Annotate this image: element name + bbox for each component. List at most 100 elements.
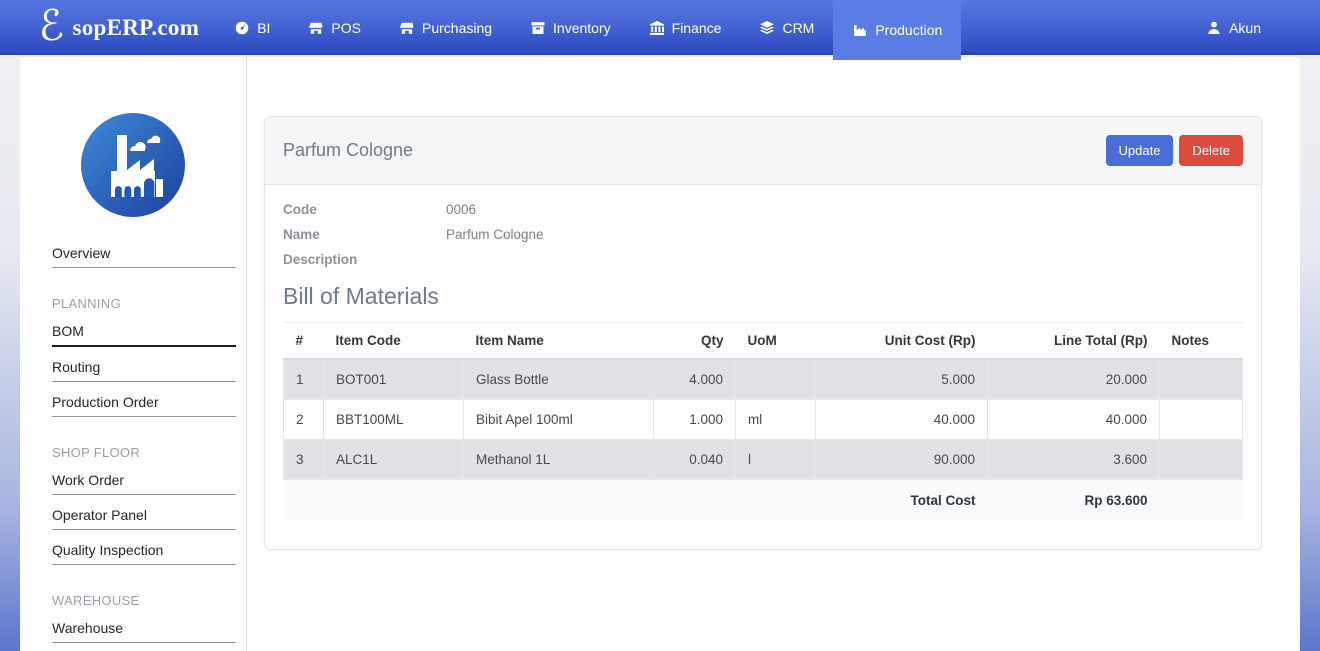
nav-item-label: POS	[331, 19, 361, 36]
col-uom: UoM	[735, 322, 816, 360]
cell-number: 2	[283, 399, 324, 440]
detail-row-description: Description	[283, 252, 1243, 267]
cell-item-code: BOT001	[323, 358, 464, 400]
sidebar-item-work-order[interactable]: Work Order	[52, 460, 236, 495]
main-nav: BI POS Purchasing Inventory	[215, 0, 962, 60]
detail-row-name: Name Parfum Cologne	[283, 227, 1243, 242]
cell-item-code: BBT100ML	[323, 399, 464, 440]
bank-icon	[649, 20, 664, 35]
cell-qty: 0.040	[653, 439, 736, 480]
update-button[interactable]: Update	[1105, 135, 1174, 166]
table-header-row: # Item Code Item Name Qty UoM Unit Cost …	[283, 322, 1243, 360]
cell-number: 1	[283, 358, 324, 400]
code-label: Code	[283, 202, 317, 217]
user-icon	[1208, 21, 1220, 34]
sidebar-item-routing[interactable]: Routing	[52, 347, 236, 382]
production-sidebar: Overview PLANNING BOM Routing Production…	[20, 57, 247, 651]
code-value: 0006	[446, 202, 477, 217]
bom-table: # Item Code Item Name Qty UoM Unit Cost …	[283, 322, 1243, 521]
total-cost-label: Total Cost	[815, 479, 988, 521]
sidebar-item-overview[interactable]: Overview	[52, 233, 236, 268]
cell-qty: 1.000	[653, 399, 736, 440]
factory-logo-icon	[81, 113, 185, 217]
nav-item-label: CRM	[782, 19, 815, 36]
cell-item-name: Bibit Apel 100ml	[463, 399, 654, 440]
nav-item-inventory[interactable]: Inventory	[511, 0, 630, 55]
cell-qty: 4.000	[653, 358, 736, 400]
cell-item-name: Glass Bottle	[463, 358, 654, 400]
col-item-code: Item Code	[323, 322, 464, 360]
page-container: Overview PLANNING BOM Routing Production…	[20, 57, 1300, 651]
sidebar-item-quality-inspection[interactable]: Quality Inspection	[52, 530, 236, 565]
table-row: 1 BOT001 Glass Bottle 4.000 5.000 20.000	[283, 358, 1243, 400]
account-menu[interactable]: Akun	[1187, 0, 1280, 55]
nav-item-purchasing[interactable]: Purchasing	[380, 0, 511, 55]
total-cost-value: Rp 63.600	[987, 479, 1160, 521]
main-content: Parfum Cologne Update Delete Code 0006 N…	[247, 57, 1300, 651]
sidebar-item-operator-panel[interactable]: Operator Panel	[52, 495, 236, 530]
cell-unit-cost: 40.000	[815, 399, 988, 440]
table-row: 2 BBT100ML Bibit Apel 100ml 1.000 ml 40.…	[283, 399, 1243, 440]
cell-number: 3	[283, 439, 324, 480]
bom-detail-card: Parfum Cologne Update Delete Code 0006 N…	[264, 116, 1262, 550]
module-logo	[81, 113, 185, 217]
brand-logo[interactable]: ℰ sopERP.com	[35, 0, 200, 55]
sidebar-item-warehouse[interactable]: Warehouse	[52, 608, 236, 643]
col-item-name: Item Name	[463, 322, 654, 360]
top-navbar: ℰ sopERP.com BI POS Purchasing	[0, 0, 1320, 60]
nav-item-label: Production	[875, 22, 943, 38]
name-label: Name	[283, 227, 320, 242]
cell-notes	[1159, 399, 1243, 440]
nav-item-production[interactable]: Production	[833, 0, 962, 60]
layers-icon	[760, 20, 775, 34]
account-label: Akun	[1229, 19, 1261, 36]
nav-item-finance[interactable]: Finance	[630, 0, 741, 55]
cell-line-total: 20.000	[987, 358, 1160, 400]
cell-uom: l	[735, 439, 816, 480]
sidebar-heading-warehouse: WAREHOUSE	[52, 593, 140, 608]
table-footer-row: Total Cost Rp 63.600	[283, 479, 1243, 521]
archive-box-icon	[531, 21, 545, 34]
sidebar-menu: Overview PLANNING BOM Routing Production…	[20, 233, 246, 651]
brand-name: sopERP.com	[72, 14, 200, 40]
cell-notes	[1159, 439, 1243, 480]
cell-item-name: Methanol 1L	[463, 439, 654, 480]
nav-item-crm[interactable]: CRM	[740, 0, 833, 55]
sidebar-item-inventory[interactable]: Inventory	[52, 643, 236, 651]
table-row: 3 ALC1L Methanol 1L 0.040 l 90.000 3.600	[283, 439, 1243, 480]
detail-row-code: Code 0006	[283, 202, 1243, 217]
description-label: Description	[283, 252, 358, 267]
nav-item-bi[interactable]: BI	[215, 0, 289, 55]
cell-line-total: 3.600	[987, 439, 1160, 480]
cell-unit-cost: 90.000	[815, 439, 988, 480]
sidebar-item-production-order[interactable]: Production Order	[52, 382, 236, 417]
store-icon	[309, 22, 323, 34]
col-notes: Notes	[1159, 322, 1243, 360]
col-line-total: Line Total (Rp)	[987, 322, 1160, 360]
col-qty: Qty	[653, 322, 736, 360]
store-icon	[399, 22, 414, 34]
col-number: #	[283, 322, 324, 360]
card-header: Parfum Cologne Update Delete	[265, 117, 1261, 185]
tachometer-icon	[235, 21, 249, 34]
cell-notes	[1159, 358, 1243, 400]
nav-item-label: Inventory	[553, 19, 611, 36]
cell-line-total: 40.000	[987, 399, 1160, 440]
nav-item-label: Purchasing	[422, 19, 493, 36]
delete-button[interactable]: Delete	[1179, 135, 1243, 166]
sidebar-heading-shop-floor: SHOP FLOOR	[52, 445, 141, 460]
card-actions: Update Delete	[1105, 135, 1243, 166]
cell-uom	[735, 358, 816, 400]
col-unit-cost: Unit Cost (Rp)	[815, 322, 988, 360]
name-value: Parfum Cologne	[446, 227, 544, 242]
sidebar-heading-planning: PLANNING	[52, 296, 121, 311]
nav-item-pos[interactable]: POS	[289, 0, 380, 55]
nav-item-label: Finance	[671, 19, 722, 36]
section-title-bom: Bill of Materials	[283, 283, 439, 309]
cell-unit-cost: 5.000	[815, 358, 988, 400]
sidebar-item-bom[interactable]: BOM	[52, 311, 236, 347]
page-title: Parfum Cologne	[283, 140, 414, 160]
brand-script-icon: ℰ	[35, 0, 66, 51]
cell-item-code: ALC1L	[323, 439, 464, 480]
cell-uom: ml	[735, 399, 816, 440]
